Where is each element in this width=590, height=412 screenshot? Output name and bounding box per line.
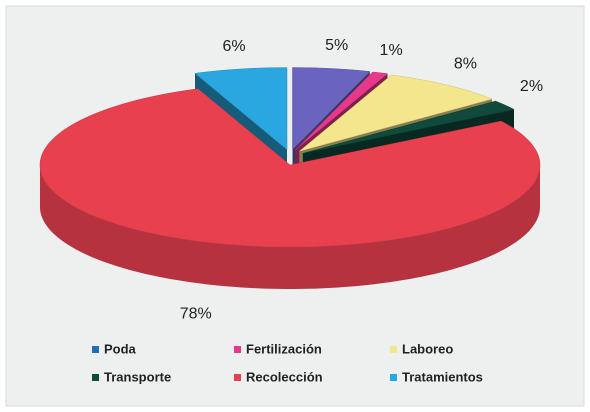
slice	[194, 67, 288, 151]
legend-label: Tratamientos	[402, 369, 483, 384]
legend-swatch	[92, 374, 99, 381]
legend: Poda Fertilización Laboreo Transporte Recole…	[92, 341, 483, 384]
data-label: 8%	[454, 55, 477, 72]
legend-label: Laboreo	[402, 341, 453, 356]
legend-label: Transporte	[104, 369, 171, 384]
legend-label: Recolección	[246, 369, 323, 384]
data-label: 78%	[180, 305, 212, 322]
data-label: 6%	[223, 38, 246, 55]
legend-swatch	[234, 346, 241, 353]
data-label: 5%	[325, 37, 348, 54]
slice	[299, 74, 493, 152]
slice	[39, 88, 541, 248]
legend-swatch	[390, 374, 397, 381]
slice	[295, 71, 389, 151]
data-label: 1%	[380, 42, 403, 59]
pie: 5% 1% 8% 2% 78% 6%	[39, 37, 543, 322]
legend-label: Poda	[104, 341, 137, 356]
legend-swatch	[390, 346, 397, 353]
slice	[292, 67, 371, 151]
legend-label: Fertilización	[246, 341, 322, 356]
data-label: 2%	[520, 78, 543, 95]
legend-swatch	[234, 374, 241, 381]
slice-side	[40, 165, 540, 289]
legend-swatch	[92, 346, 99, 353]
slice	[302, 100, 515, 154]
